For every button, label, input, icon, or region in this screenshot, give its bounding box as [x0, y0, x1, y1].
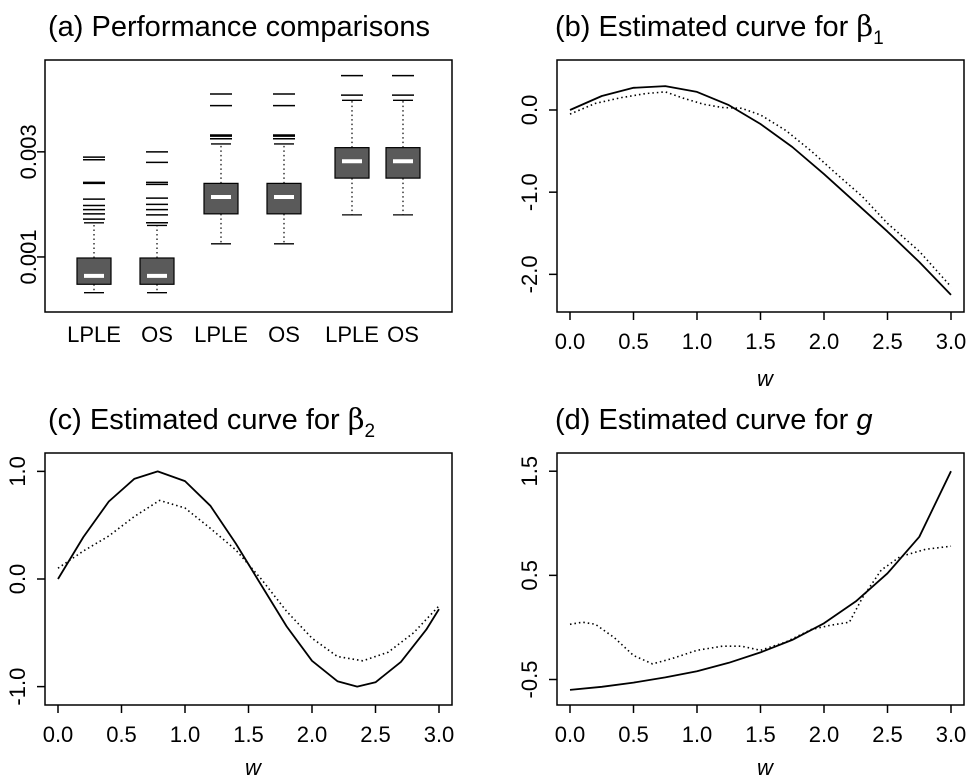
- panel-c: (c) Estimated curve for β2 0.0 0.5 1.0 1.5 2…: [5, 402, 454, 778]
- y-tick-label: -1.0: [517, 173, 542, 211]
- panel-a: (a) Performance comparisons 0.001 0.003 LP…: [16, 11, 453, 347]
- panel-b-plot-area: 0.0 0.5 1.0 1.5 2.0 2.5 3.0 0.0 -1.0 -2.0: [517, 85, 967, 354]
- panel-c-title: (c) Estimated curve for β2: [48, 402, 375, 442]
- x-tick-label: 3.0: [936, 329, 967, 354]
- panel-d: (d) Estimated curve for g 0.0 0.5 1.0 1.5 2.…: [517, 404, 966, 778]
- x-category-label: LPLE: [67, 322, 121, 347]
- y-tick-label: -1.0: [5, 668, 30, 706]
- panel-b-title: (b) Estimated curve for β1: [555, 9, 884, 49]
- x-tick-label: 1.5: [745, 329, 776, 354]
- x-tick-label: 0.5: [618, 329, 649, 354]
- x-tick-label: 2.0: [809, 329, 840, 354]
- estimated-curve-line: [569, 545, 952, 665]
- x-category-label: OS: [268, 322, 300, 347]
- estimated-curve-line: [57, 499, 440, 662]
- x-tick-label: 0.0: [555, 722, 586, 747]
- panel-d-frame: [556, 452, 965, 706]
- box-body: [139, 257, 175, 285]
- x-tick-label: 3.0: [424, 722, 455, 747]
- y-tick-label: 0.003: [16, 124, 41, 179]
- x-tick-label: 2.5: [360, 722, 391, 747]
- panel-c-frame: [44, 452, 453, 706]
- x-category-label: OS: [141, 322, 173, 347]
- panel-a-frame: [44, 59, 453, 313]
- panel-d-xlabel: w: [757, 755, 775, 778]
- x-tick-label: 1.0: [682, 722, 713, 747]
- y-tick-label: 0.5: [517, 560, 542, 591]
- panel-c-plot-area: 0.0 0.5 1.0 1.5 2.0 2.5 3.0 1.0 0.0 -1.0: [5, 456, 454, 747]
- y-tick-label: 1.0: [5, 456, 30, 487]
- panel-a-title: (a) Performance comparisons: [48, 11, 430, 43]
- box-body: [76, 257, 112, 285]
- x-tick-label: 0.0: [555, 329, 586, 354]
- estimated-curve-line: [569, 91, 952, 288]
- panel-d-title: (d) Estimated curve for g: [555, 404, 873, 436]
- x-tick-label: 2.5: [872, 722, 903, 747]
- panel-d-plot-area: 0.0 0.5 1.0 1.5 2.0 2.5 3.0 1.5 0.5 -0.5: [517, 456, 966, 747]
- panel-b: (b) Estimated curve for β1 0.0 0.5 1.0 1.5 2…: [517, 9, 966, 391]
- y-tick-label: -0.5: [517, 661, 542, 699]
- y-tick-label: 0.001: [16, 229, 41, 284]
- y-tick-label: 1.5: [517, 456, 542, 487]
- panel-b-xlabel: w: [757, 366, 775, 391]
- x-tick-label: 2.0: [297, 722, 328, 747]
- x-tick-label: 1.5: [233, 722, 264, 747]
- true-curve-line: [569, 470, 952, 691]
- x-tick-label: 1.5: [745, 722, 776, 747]
- x-category-label: LPLE: [325, 322, 379, 347]
- panel-a-plot-area: 0.001 0.003 LPLE OS LPLE OS LPLE OS: [16, 74, 421, 347]
- x-tick-label: 3.0: [936, 722, 967, 747]
- y-tick-label: 0.0: [5, 564, 30, 595]
- y-tick-label: -2.0: [517, 255, 542, 293]
- true-curve-line: [569, 85, 952, 296]
- x-tick-label: 0.5: [106, 722, 137, 747]
- y-tick-label: 0.0: [517, 95, 542, 126]
- panel-c-xlabel: w: [245, 755, 263, 778]
- x-tick-label: 0.0: [43, 722, 74, 747]
- x-tick-label: 0.5: [618, 722, 649, 747]
- x-tick-label: 2.0: [809, 722, 840, 747]
- x-category-label: OS: [387, 322, 419, 347]
- x-category-label: LPLE: [194, 322, 248, 347]
- x-tick-label: 1.0: [682, 329, 713, 354]
- x-tick-label: 1.0: [170, 722, 201, 747]
- x-tick-label: 2.5: [872, 329, 903, 354]
- true-curve-line: [57, 470, 440, 688]
